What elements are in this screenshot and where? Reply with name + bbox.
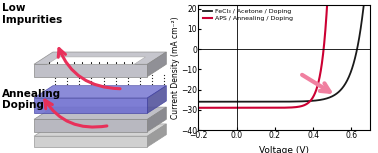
- APS / Annealing / Doping: [326, 4, 330, 6]
- APS / Annealing / Doping: [297, 106, 302, 107]
- APS / Annealing / Doping: [240, 107, 245, 109]
- APS / Annealing / Doping: [325, 4, 330, 6]
- APS / Annealing / Doping: [311, 96, 316, 98]
- Text: Annealing
Doping: Annealing Doping: [2, 89, 61, 110]
- APS / Annealing / Doping: [368, 4, 373, 6]
- Polygon shape: [34, 124, 166, 136]
- APS / Annealing / Doping: [227, 107, 231, 109]
- Line: APS / Annealing / Doping: APS / Annealing / Doping: [198, 5, 370, 108]
- Polygon shape: [147, 52, 166, 76]
- FeCl₃ / Acetone / Doping: [368, 4, 373, 6]
- FeCl₃ / Acetone / Doping: [274, 101, 279, 103]
- Polygon shape: [34, 64, 147, 76]
- Polygon shape: [34, 86, 166, 98]
- FeCl₃ / Acetone / Doping: [311, 100, 316, 102]
- FeCl₃ / Acetone / Doping: [240, 101, 245, 103]
- X-axis label: Voltage (V): Voltage (V): [259, 146, 310, 153]
- Line: FeCl₃ / Acetone / Doping: FeCl₃ / Acetone / Doping: [198, 5, 370, 102]
- Polygon shape: [47, 57, 146, 64]
- APS / Annealing / Doping: [274, 107, 279, 109]
- Text: Low
Impurities: Low Impurities: [2, 3, 62, 25]
- Legend: FeCl₃ / Acetone / Doping, APS / Annealing / Doping: FeCl₃ / Acetone / Doping, APS / Annealin…: [201, 8, 294, 22]
- Y-axis label: Current Density (mA cm⁻²): Current Density (mA cm⁻²): [170, 16, 180, 119]
- Polygon shape: [34, 52, 166, 64]
- APS / Annealing / Doping: [196, 107, 201, 109]
- FeCl₃ / Acetone / Doping: [227, 101, 231, 103]
- Polygon shape: [34, 98, 147, 113]
- FeCl₃ / Acetone / Doping: [326, 97, 330, 99]
- FeCl₃ / Acetone / Doping: [297, 101, 302, 102]
- Polygon shape: [147, 107, 166, 132]
- Polygon shape: [34, 119, 147, 132]
- FeCl₃ / Acetone / Doping: [362, 4, 366, 6]
- Polygon shape: [147, 124, 166, 147]
- Polygon shape: [147, 86, 166, 113]
- Polygon shape: [34, 107, 166, 119]
- FeCl₃ / Acetone / Doping: [196, 101, 201, 103]
- Polygon shape: [34, 136, 147, 147]
